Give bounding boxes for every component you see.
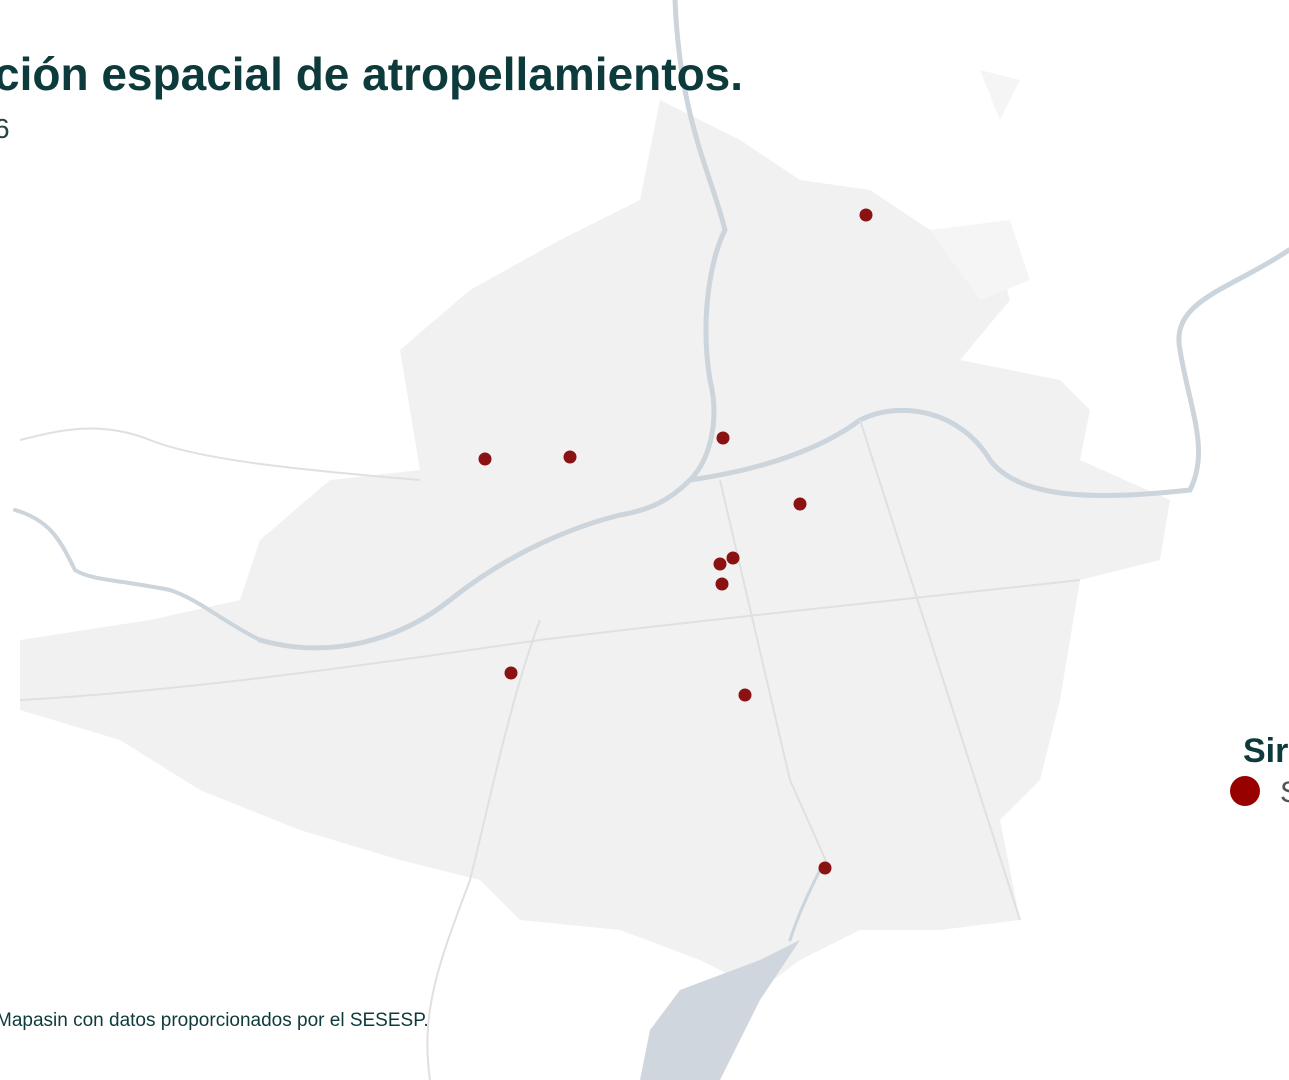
incident-point bbox=[504, 666, 518, 680]
incident-point bbox=[563, 450, 577, 464]
road bbox=[19, 427, 421, 481]
legend-swatch bbox=[1230, 776, 1260, 806]
incident-point bbox=[793, 497, 807, 511]
river bbox=[788, 868, 822, 942]
rivers bbox=[13, 0, 1289, 942]
incident-point bbox=[818, 861, 832, 875]
map-subtitle: 6 bbox=[0, 113, 10, 144]
incident-point bbox=[859, 208, 873, 222]
source-note: Mapasin con datos proporcionados por el … bbox=[0, 1010, 429, 1031]
urban-area bbox=[930, 70, 1030, 300]
legend-title: Sir bbox=[1243, 732, 1288, 770]
incident-point bbox=[715, 577, 729, 591]
lake bbox=[640, 940, 800, 1080]
incident-point bbox=[726, 551, 740, 565]
road bbox=[719, 479, 831, 871]
urban-area bbox=[20, 100, 1170, 990]
river bbox=[13, 508, 262, 642]
basemap bbox=[13, 0, 1289, 1080]
road bbox=[426, 619, 541, 1080]
map-title: ción espacial de atropellamientos. bbox=[0, 48, 743, 100]
legend-item: S bbox=[1280, 776, 1289, 809]
road bbox=[19, 579, 1081, 701]
incident-point bbox=[738, 688, 752, 702]
river bbox=[687, 247, 1289, 499]
incident-points bbox=[478, 208, 873, 875]
incident-point bbox=[713, 557, 727, 571]
incident-point bbox=[478, 452, 492, 466]
road bbox=[859, 419, 1021, 921]
roads bbox=[19, 419, 1081, 1080]
incident-point bbox=[716, 431, 730, 445]
